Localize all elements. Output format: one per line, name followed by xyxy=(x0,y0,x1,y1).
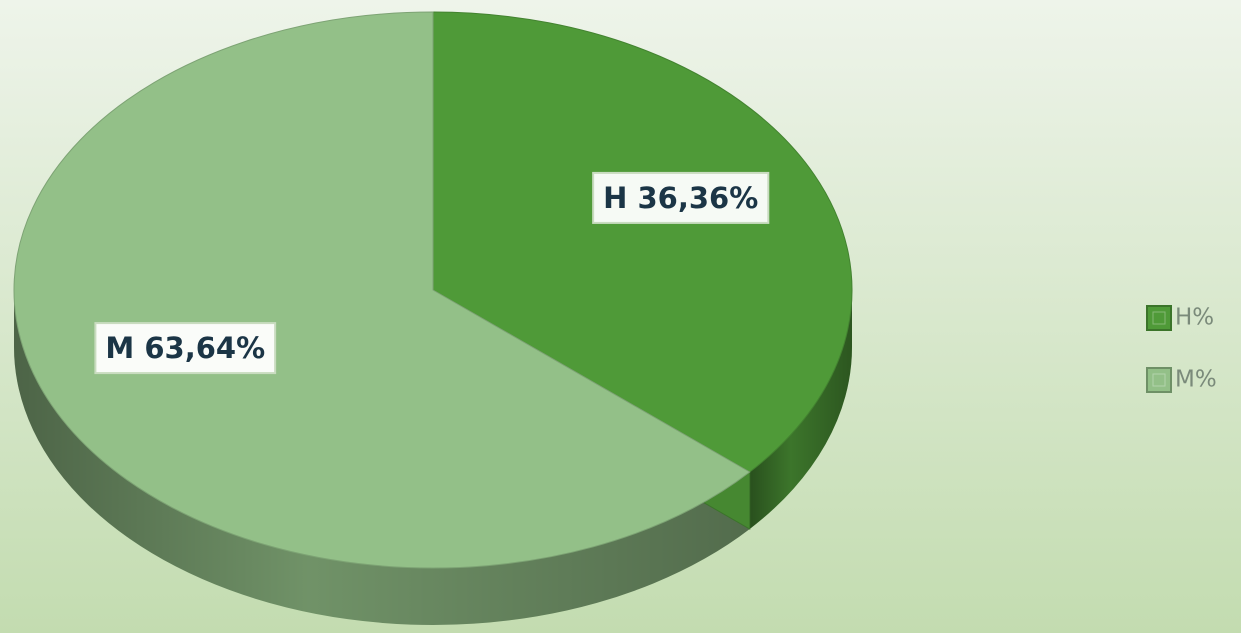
slice-side-shade xyxy=(14,290,750,626)
data-label: M 63,64% xyxy=(94,322,277,375)
legend-swatch-inner xyxy=(1152,373,1166,387)
data-label-text: M 63,64% xyxy=(105,331,265,365)
slice xyxy=(13,11,751,569)
legend-label: H% xyxy=(1175,305,1214,331)
data-label-box xyxy=(94,322,277,375)
data-label: H 36,36% xyxy=(592,171,770,224)
data-label-text: H 36,36% xyxy=(603,181,758,215)
legend-label: M% xyxy=(1175,367,1217,393)
data-label-box xyxy=(592,171,770,224)
legend-swatch-inner xyxy=(1152,311,1166,325)
slice-side-shade xyxy=(749,290,852,530)
slice xyxy=(432,11,853,473)
